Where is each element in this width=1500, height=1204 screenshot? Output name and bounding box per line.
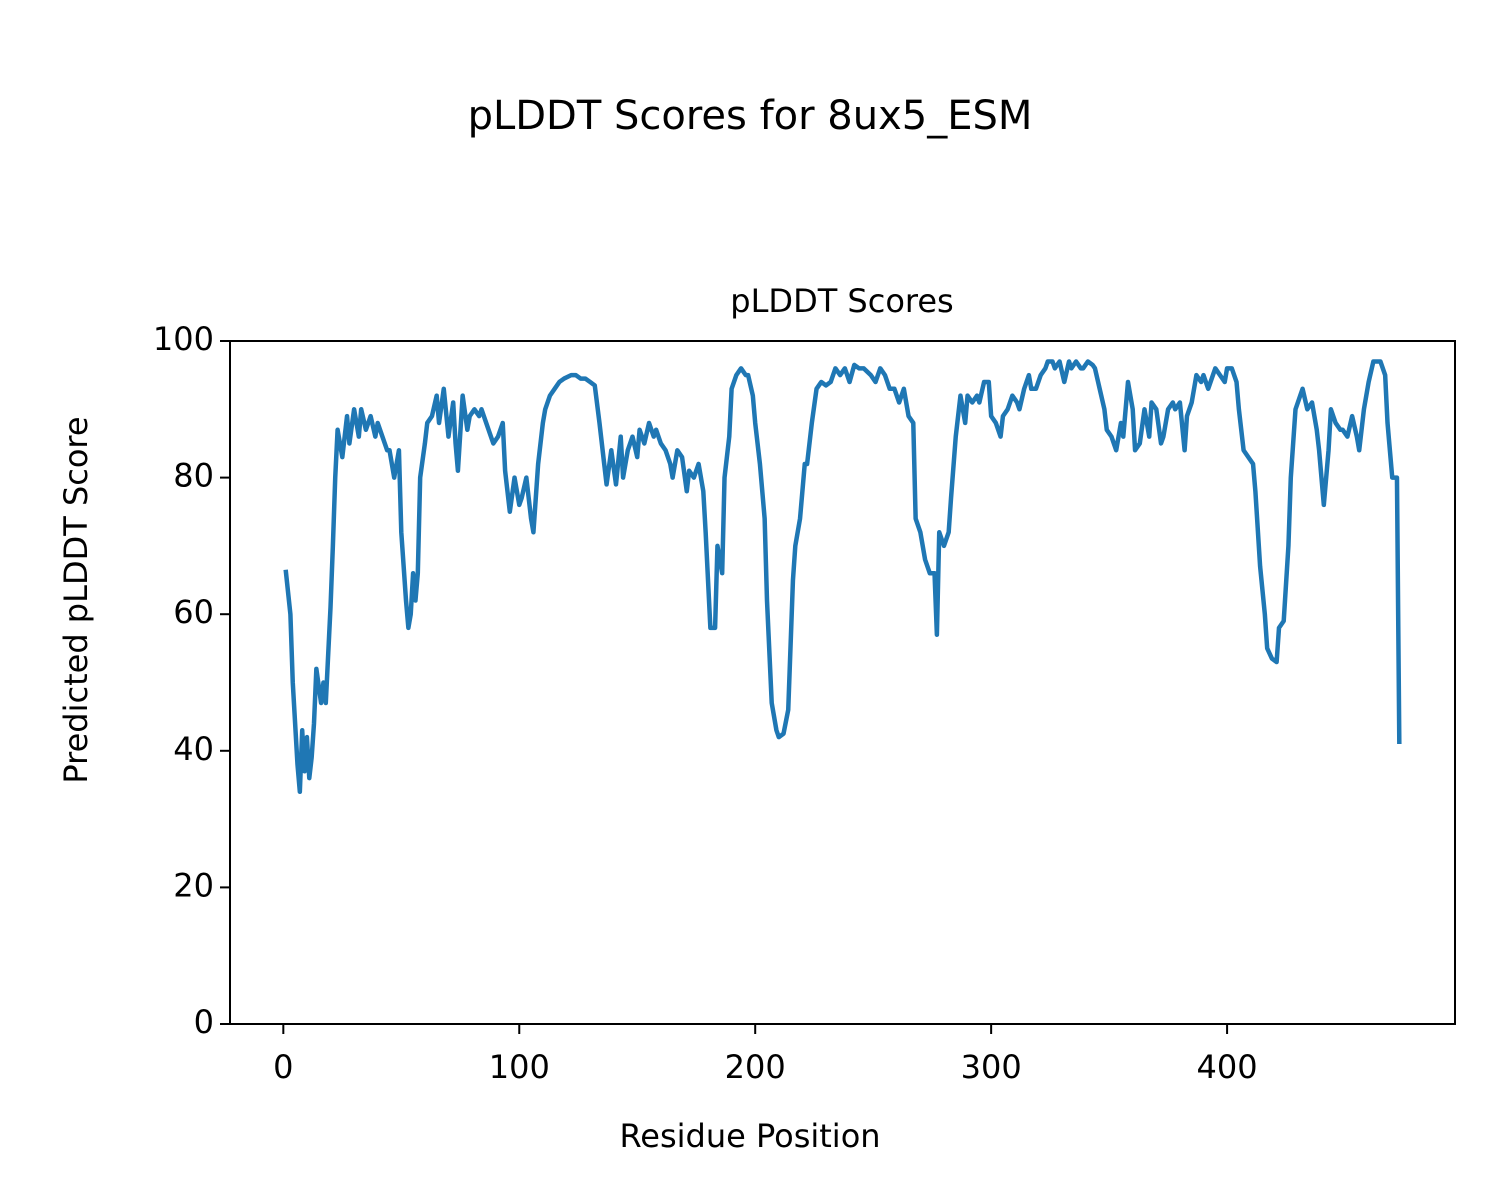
- x-tick-label: 300: [961, 1048, 1022, 1086]
- x-tick-label: 100: [489, 1048, 550, 1086]
- x-tick-label: 200: [725, 1048, 786, 1086]
- y-axis-label: Predicted pLDDT Score: [57, 416, 95, 783]
- x-tick-label: 0: [273, 1048, 293, 1086]
- y-tick-label: 100: [153, 320, 214, 358]
- plot-frame: [229, 340, 1456, 1025]
- chart-subtitle: pLDDT Scores: [730, 282, 953, 320]
- chart-title: pLDDT Scores for 8ux5_ESM: [468, 93, 1033, 139]
- y-tick-label: 40: [173, 730, 214, 768]
- y-tick-label: 0: [194, 1003, 214, 1041]
- x-tick-label: 400: [1197, 1048, 1258, 1086]
- y-tick-label: 20: [173, 866, 214, 904]
- y-tick-label: 60: [173, 593, 214, 631]
- y-tick-label: 80: [173, 457, 214, 495]
- line: [283, 359, 1402, 795]
- x-axis-label: Residue Position: [619, 1117, 880, 1155]
